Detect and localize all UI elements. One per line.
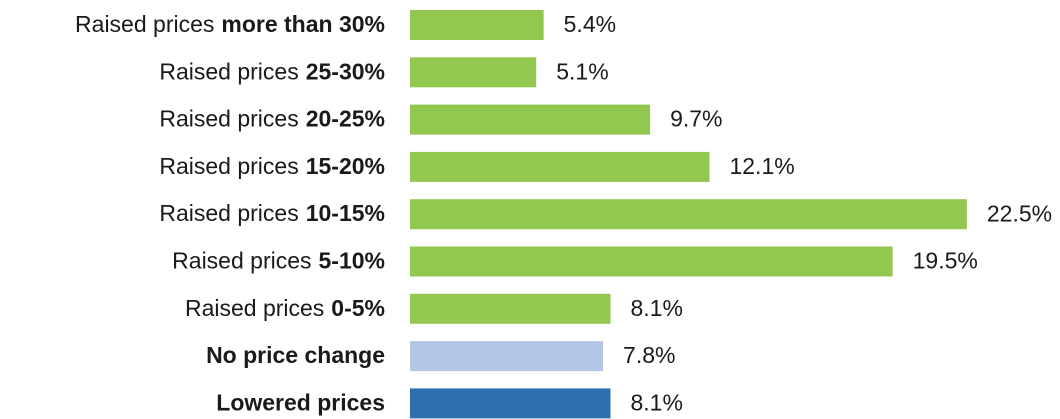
category-bold: 20-25% — [306, 106, 385, 132]
category-bold: more than 30% — [221, 11, 385, 37]
value-label: 19.5% — [913, 248, 978, 274]
category-plain: Raised prices — [159, 153, 298, 179]
category-bold: 5-10% — [319, 248, 385, 274]
value-label: 7.8% — [623, 342, 675, 368]
category-label: Raised prices 0-5% — [185, 295, 385, 321]
bar — [410, 57, 537, 88]
category-label: Raised prices more than 30% — [75, 11, 385, 37]
category-plain: Raised prices — [159, 58, 298, 84]
bar — [410, 199, 967, 230]
value-label: 12.1% — [729, 153, 794, 179]
bar — [410, 341, 604, 372]
category-bold: 0-5% — [331, 295, 385, 321]
category-bold: 10-15% — [306, 200, 385, 226]
value-label: 8.1% — [630, 295, 682, 321]
category-label: Lowered prices — [216, 389, 385, 415]
bar — [410, 246, 893, 277]
value-label: 22.5% — [987, 200, 1052, 226]
bar — [410, 10, 544, 40]
value-label: 8.1% — [630, 389, 682, 415]
bar — [410, 104, 651, 135]
bar — [410, 151, 710, 182]
category-label: Raised prices 20-25% — [159, 106, 385, 132]
category-bold: Lowered prices — [216, 389, 385, 415]
category-bold: 25-30% — [306, 58, 385, 84]
category-bold: 15-20% — [306, 153, 385, 179]
category-plain: Raised prices — [159, 200, 298, 226]
category-label: No price change — [206, 342, 385, 368]
value-label: 5.4% — [564, 11, 616, 37]
bar — [410, 293, 611, 324]
category-label: Raised prices 10-15% — [159, 200, 385, 226]
category-label: Raised prices 15-20% — [159, 153, 385, 179]
category-plain: Raised prices — [172, 248, 311, 274]
value-label: 5.1% — [556, 58, 608, 84]
category-plain: Raised prices — [75, 11, 214, 37]
category-label: Raised prices 5-10% — [172, 248, 385, 274]
category-bold: No price change — [206, 342, 385, 368]
bar — [410, 388, 611, 419]
category-plain: Raised prices — [185, 295, 324, 321]
value-label: 9.7% — [670, 106, 722, 132]
category-plain: Raised prices — [159, 106, 298, 132]
category-label: Raised prices 25-30% — [159, 58, 385, 84]
